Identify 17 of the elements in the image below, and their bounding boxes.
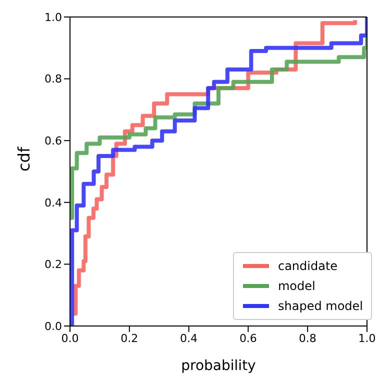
legend-label: model	[278, 278, 316, 295]
x-tick-label: 0.4	[180, 332, 198, 345]
x-tick-label: 0.8	[298, 332, 316, 345]
y-tick-label: 0.4	[44, 196, 62, 210]
y-axis-title: cdf	[14, 146, 34, 172]
x-axis-title: probability	[181, 358, 256, 374]
y-tick-label: 0.2	[44, 258, 62, 272]
legend-label: candidate	[278, 258, 338, 275]
y-tick-label: 0.6	[44, 134, 62, 148]
x-tick-label: 1.0	[358, 332, 376, 345]
x-tick-label: 0.2	[120, 332, 138, 345]
x-tick-label: 0.6	[239, 332, 257, 345]
legend-label: shaped model	[278, 298, 363, 315]
x-tick-label: 0.0	[61, 332, 79, 345]
y-tick-label: 0.8	[44, 72, 62, 86]
y-tick-label: 0.0	[44, 320, 62, 333]
y-tick-label: 1.0	[44, 10, 62, 24]
